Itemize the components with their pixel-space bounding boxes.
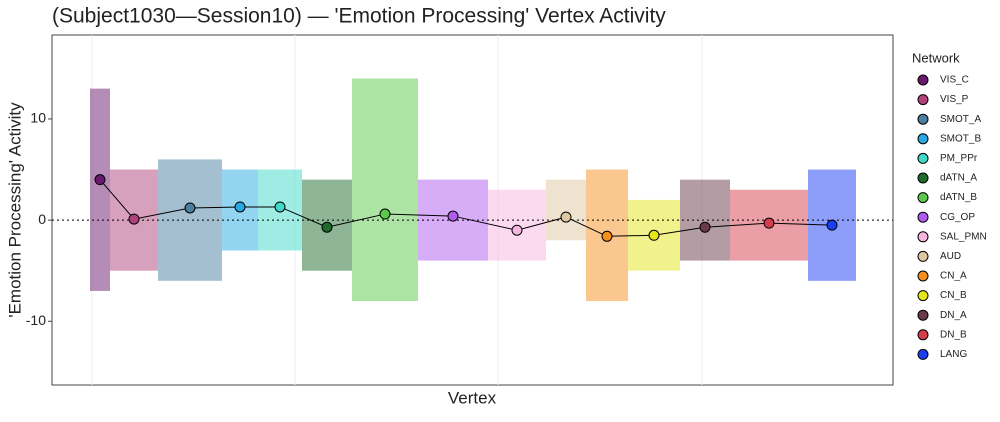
y-tick-label: -10: [26, 312, 46, 328]
activity-cloud: [90, 88, 110, 291]
mean-point: [94, 174, 106, 186]
legend-swatch: [917, 172, 929, 184]
x-axis-label: Vertex: [448, 388, 497, 407]
y-tick-label: 0: [38, 211, 46, 227]
legend-swatch: [917, 290, 929, 302]
activity-cloud: [546, 179, 586, 241]
legend-label: dATN_A: [940, 173, 977, 184]
legend-title: Network: [912, 50, 960, 65]
legend-swatch: [917, 309, 929, 321]
mean-point: [274, 201, 286, 213]
legend-label: SMOT_B: [940, 133, 981, 144]
legend-swatch: [917, 348, 929, 360]
legend-swatch: [917, 113, 929, 125]
mean-point: [601, 230, 613, 242]
mean-point: [826, 219, 838, 231]
legend-label: SAL_PMN: [940, 231, 987, 242]
legend-label: DN_B: [940, 329, 967, 340]
legend-label: AUD: [940, 251, 961, 262]
mean-point: [560, 211, 572, 223]
legend-label: DN_A: [940, 310, 967, 321]
legend-swatch: [917, 211, 929, 223]
y-tick-label: 10: [30, 110, 46, 126]
mean-point: [321, 221, 333, 233]
legend-label: PM_PPr: [940, 153, 978, 164]
chart-title: (Subject1030—Session10) — 'Emotion Proce…: [52, 5, 666, 28]
legend-swatch: [917, 152, 929, 164]
legend-label: LANG: [940, 349, 967, 360]
mean-point: [648, 229, 660, 241]
legend-label: VIS_P: [940, 94, 969, 105]
legend-swatch: [917, 329, 929, 341]
mean-point: [699, 221, 711, 233]
legend-swatch: [917, 250, 929, 262]
mean-point: [763, 217, 775, 229]
mean-point: [128, 213, 140, 225]
mean-point: [184, 202, 196, 214]
legend-label: CG_OP: [940, 212, 975, 223]
legend-swatch: [917, 231, 929, 243]
mean-point: [379, 208, 391, 220]
mean-point: [447, 210, 459, 222]
legend-label: dATN_B: [940, 192, 977, 203]
legend-label: VIS_C: [940, 75, 969, 86]
legend-swatch: [917, 192, 929, 204]
legend-swatch: [917, 94, 929, 106]
mean-point: [234, 201, 246, 213]
legend-swatch: [917, 270, 929, 282]
mean-point: [511, 224, 523, 236]
y-axis-label: 'Emotion Processing' Activity: [5, 102, 24, 318]
legend-label: CN_A: [940, 271, 967, 282]
legend-swatch: [917, 133, 929, 145]
legend-swatch: [917, 74, 929, 86]
activity-cloud: [352, 78, 418, 302]
legend-label: CN_B: [940, 290, 967, 301]
legend-label: SMOT_A: [940, 114, 981, 125]
